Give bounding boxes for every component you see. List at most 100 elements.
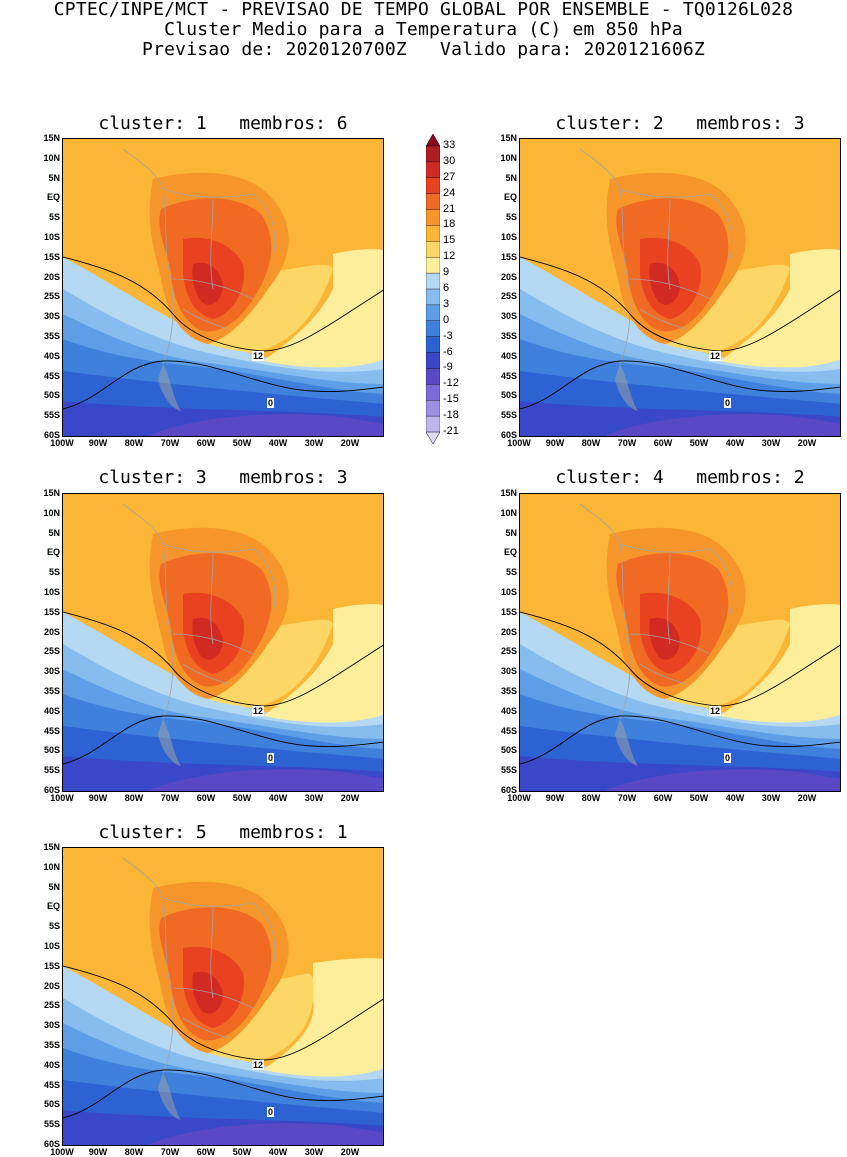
- latitude-label: 5S: [48, 921, 60, 932]
- colorbar-level-label: 15: [443, 234, 456, 247]
- colorbar-level-label: -21: [443, 425, 459, 437]
- temperature-map: [519, 138, 841, 437]
- latitude-label: 5N: [48, 172, 60, 183]
- latitude-label: 55S: [500, 765, 517, 776]
- header-line-3: Previsao de: 2020120700Z Valido para: 20…: [142, 39, 705, 60]
- longitude-label: 30W: [761, 793, 781, 803]
- latitude-label: 60S: [500, 430, 517, 440]
- latitude-label: 5S: [505, 212, 517, 223]
- panel-title: cluster: 1 membros: 6: [98, 113, 348, 134]
- colorbar-level-label: 3: [443, 297, 450, 310]
- longitude-label: 100W: [50, 1147, 74, 1157]
- latitude-label: 45S: [43, 1079, 60, 1090]
- contour-label: 0: [724, 398, 732, 408]
- longitude-label: 70W: [160, 438, 180, 448]
- latitude-label: 10S: [500, 587, 517, 597]
- longitude-label: 70W: [160, 1147, 180, 1157]
- longitude-label: 20W: [797, 438, 817, 448]
- latitude-label: 15N: [43, 488, 60, 498]
- latitude-label: 40S: [43, 1059, 60, 1070]
- latitude-label: 50S: [43, 1099, 60, 1110]
- latitude-label: 15S: [500, 251, 517, 262]
- temperature-map: [62, 847, 384, 1146]
- latitude-label: 30S: [43, 666, 60, 677]
- latitude-label: 35S: [500, 686, 517, 696]
- latitude-label: 40S: [43, 350, 60, 361]
- latitude-label: 55S: [43, 1119, 60, 1130]
- latitude-label: 10N: [43, 507, 60, 518]
- latitude-label: 15S: [43, 960, 60, 971]
- latitude-label: 55S: [500, 410, 517, 421]
- longitude-label: 60W: [196, 438, 216, 448]
- latitude-label: 30S: [500, 666, 517, 677]
- latitude-label: 40S: [43, 705, 60, 716]
- temperature-map: [62, 138, 384, 437]
- colorbar-level-label: 9: [443, 266, 450, 279]
- colorbar-level-label: -18: [443, 409, 459, 422]
- longitude-label: 80W: [124, 793, 144, 803]
- longitude-label: 70W: [160, 793, 180, 803]
- latitude-label: 25S: [43, 646, 60, 657]
- latitude-label: 50S: [500, 390, 517, 401]
- longitude-label: 50W: [232, 438, 252, 448]
- latitude-label: 10S: [500, 232, 517, 242]
- latitude-label: 15N: [43, 842, 60, 852]
- latitude-label: 5S: [48, 212, 60, 223]
- latitude-label: 5S: [48, 567, 60, 578]
- colorbar: 33 30 27 24 21 18 15 12 9 6 3 0 -3 -6 -9 -12 -15 -18 -21: [426, 134, 466, 444]
- latitude-label: 20S: [43, 626, 60, 637]
- colorbar-level-label: 18: [443, 218, 456, 231]
- latitude-label: 45S: [500, 725, 517, 736]
- latitude-label: EQ: [503, 547, 517, 558]
- contour-label: 0: [267, 753, 275, 763]
- latitude-label: 40S: [500, 705, 517, 716]
- contour-label: 12: [709, 706, 722, 716]
- contour-label: 12: [252, 706, 265, 716]
- panel-title: cluster: 5 membros: 1: [98, 822, 348, 843]
- longitude-label: 80W: [581, 438, 601, 448]
- longitude-label: 100W: [507, 438, 531, 448]
- longitude-label: 100W: [507, 793, 531, 803]
- longitude-label: 100W: [50, 438, 74, 448]
- latitude-label: 20S: [43, 980, 60, 991]
- panel-title: cluster: 3 membros: 3: [98, 467, 348, 488]
- contour-label: 12: [709, 351, 722, 361]
- latitude-label: 5S: [505, 567, 517, 578]
- longitude-label: 20W: [340, 1147, 360, 1157]
- colorbar-level-label: -6: [443, 345, 453, 358]
- longitude-label: 30W: [761, 438, 781, 448]
- latitude-label: EQ: [503, 192, 517, 203]
- colorbar-level-label: -15: [443, 393, 459, 406]
- longitude-label: 50W: [689, 793, 709, 803]
- longitude-label: 40W: [268, 438, 288, 448]
- colorbar-level-label: 27: [443, 170, 456, 183]
- longitude-label: 40W: [725, 793, 745, 803]
- header-line-2: Cluster Medio para a Temperatura (C) em …: [164, 19, 683, 40]
- latitude-label: 60S: [500, 785, 517, 795]
- longitude-label: 90W: [88, 438, 108, 448]
- latitude-label: 10N: [500, 152, 517, 163]
- latitude-label: 45S: [43, 725, 60, 736]
- contour-label: 0: [267, 398, 275, 408]
- latitude-label: EQ: [46, 901, 60, 912]
- longitude-label: 60W: [653, 793, 673, 803]
- colorbar-level-label: 12: [443, 250, 456, 263]
- longitude-label: 70W: [617, 438, 637, 448]
- longitude-label: 60W: [653, 438, 673, 448]
- contour-label: 12: [252, 351, 265, 361]
- longitude-label: 90W: [545, 793, 565, 803]
- longitude-label: 50W: [232, 793, 252, 803]
- latitude-label: 10N: [500, 507, 517, 518]
- latitude-label: 35S: [500, 331, 517, 341]
- longitude-label: 80W: [124, 1147, 144, 1157]
- latitude-label: 35S: [43, 331, 60, 341]
- latitude-label: 15S: [43, 251, 60, 262]
- latitude-label: 5N: [48, 527, 60, 538]
- longitude-label: 90W: [88, 793, 108, 803]
- temperature-map: [519, 493, 841, 792]
- latitude-label: 25S: [43, 1000, 60, 1011]
- longitude-label: 30W: [304, 1147, 324, 1157]
- latitude-label: 15S: [43, 606, 60, 617]
- latitude-label: 30S: [43, 1020, 60, 1031]
- latitude-label: 5N: [505, 527, 517, 538]
